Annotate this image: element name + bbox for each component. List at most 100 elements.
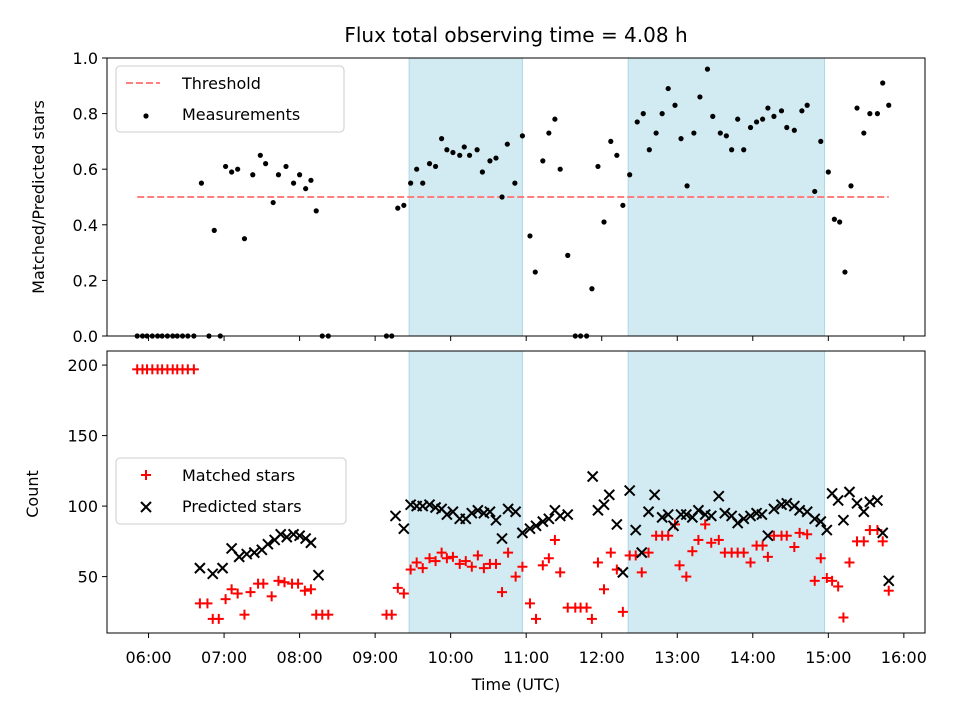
matched-star-point bbox=[510, 571, 521, 582]
legend-predicted-label: Predicted stars bbox=[182, 497, 302, 516]
measurement-point bbox=[222, 163, 229, 170]
y-tick-label: 50 bbox=[78, 568, 98, 587]
predicted-star-point bbox=[768, 503, 780, 515]
shaded-region bbox=[627, 350, 826, 634]
measurement-point bbox=[235, 166, 241, 172]
predicted-star-point bbox=[871, 494, 884, 507]
matched-star-point bbox=[757, 540, 768, 551]
measurement-point bbox=[848, 183, 854, 189]
measurement-point bbox=[589, 286, 595, 292]
predicted-star-point bbox=[744, 510, 757, 522]
measurement-point bbox=[211, 227, 217, 233]
measurement-point bbox=[290, 180, 297, 186]
measurement-point bbox=[747, 124, 754, 131]
matched-star-point bbox=[490, 558, 501, 569]
matched-star-point bbox=[643, 547, 654, 558]
bottom-axes-frame bbox=[106, 350, 926, 634]
predicted-star-point bbox=[509, 506, 522, 518]
legend-matched-swatch bbox=[141, 470, 151, 480]
predicted-star-point bbox=[762, 530, 774, 542]
measurement-point bbox=[444, 147, 450, 153]
matched-star-point bbox=[436, 547, 447, 558]
top-y-axis-label: Matched/Predicted stars bbox=[29, 100, 48, 294]
x-tick-label: 07:00 bbox=[201, 648, 247, 667]
matched-star-point bbox=[531, 613, 542, 624]
matched-star-point bbox=[762, 551, 773, 562]
x-tick-label: 10:00 bbox=[428, 648, 474, 667]
predicted-star-point bbox=[293, 530, 306, 542]
measurement-point bbox=[874, 111, 881, 117]
predicted-star-point bbox=[656, 511, 668, 524]
matched-star-point bbox=[605, 547, 616, 558]
shaded-region bbox=[408, 57, 523, 337]
bottom-x-ticks: 06:00 07:00 08:00 09:00 10:00 11:00 12:00 13:00… bbox=[125, 633, 927, 667]
bottom-panel: 50 100 150 200 06:00 07:00 08:00 09:00 10:00 11:… bbox=[23, 350, 927, 694]
predicted-star-point bbox=[821, 524, 833, 536]
measurement-point bbox=[691, 130, 697, 136]
matched-star-point bbox=[693, 534, 704, 545]
predicted-star-point bbox=[623, 484, 636, 497]
measurement-point bbox=[854, 105, 860, 111]
legend-matched-label: Matched stars bbox=[182, 466, 295, 485]
predicted-star-point bbox=[441, 508, 453, 521]
matched-star-point bbox=[838, 612, 849, 623]
measurement-point bbox=[275, 172, 282, 178]
measurement-point bbox=[474, 147, 480, 153]
measurement-point bbox=[308, 177, 314, 183]
bottom-legend-box bbox=[115, 457, 347, 525]
y-tick-label: 1.0 bbox=[73, 49, 98, 68]
measurement-point bbox=[653, 130, 659, 136]
matched-star-point bbox=[497, 587, 508, 598]
matched-star-point bbox=[454, 558, 465, 569]
measurement-point bbox=[614, 152, 620, 158]
predicted-star-point bbox=[516, 527, 529, 539]
measurement-point bbox=[634, 119, 640, 125]
matched-star-point bbox=[266, 591, 277, 602]
y-tick-label: 200 bbox=[67, 356, 98, 375]
measurement-point bbox=[519, 133, 526, 139]
matched-star-point bbox=[430, 556, 441, 567]
x-tick-label: 11:00 bbox=[503, 648, 549, 667]
matched-star-point bbox=[738, 547, 749, 558]
x-tick-label: 09:00 bbox=[352, 648, 398, 667]
measurement-point bbox=[270, 199, 276, 206]
predicted-star-point bbox=[713, 490, 725, 502]
measurement-point bbox=[414, 166, 420, 172]
measurement-point bbox=[812, 188, 818, 195]
matched-star-point bbox=[524, 598, 535, 609]
matched-star-point bbox=[441, 553, 452, 564]
predicted-star-point bbox=[562, 508, 574, 521]
measurement-point bbox=[297, 172, 303, 178]
chart-title: Flux total observing time = 4.08 h bbox=[344, 23, 687, 47]
measurement-point bbox=[842, 269, 848, 275]
measurement-point bbox=[461, 144, 467, 150]
measurement-point bbox=[552, 116, 558, 122]
predicted-star-point bbox=[648, 489, 661, 501]
predicted-star-point bbox=[305, 537, 317, 549]
matched-star-point bbox=[293, 578, 304, 589]
predicted-star-point bbox=[611, 518, 623, 531]
measurement-point bbox=[753, 119, 760, 125]
predicted-star-point bbox=[667, 520, 680, 532]
measurement-point bbox=[432, 163, 439, 170]
x-tick-label: 15:00 bbox=[805, 648, 851, 667]
predicted-star-point bbox=[603, 489, 615, 501]
measurement-point bbox=[499, 194, 505, 200]
measurement-point bbox=[466, 152, 473, 158]
measurement-point bbox=[723, 133, 729, 139]
measurement-point bbox=[303, 186, 309, 192]
measurement-point bbox=[886, 102, 892, 108]
matched-star-point bbox=[305, 584, 316, 595]
matched-star-point bbox=[323, 609, 334, 620]
matched-star-point bbox=[681, 571, 692, 582]
y-tick-label: 0.0 bbox=[73, 327, 98, 346]
matched-star-point bbox=[472, 550, 483, 561]
predicted-star-point bbox=[883, 575, 895, 587]
measurement-point bbox=[595, 163, 601, 170]
measurement-point bbox=[479, 169, 485, 175]
predicted-star-point bbox=[484, 506, 496, 518]
x-tick-label: 14:00 bbox=[730, 648, 776, 667]
predicted-star-point bbox=[262, 538, 274, 550]
predicted-star-point bbox=[832, 494, 844, 507]
matched-star-point bbox=[258, 578, 269, 589]
